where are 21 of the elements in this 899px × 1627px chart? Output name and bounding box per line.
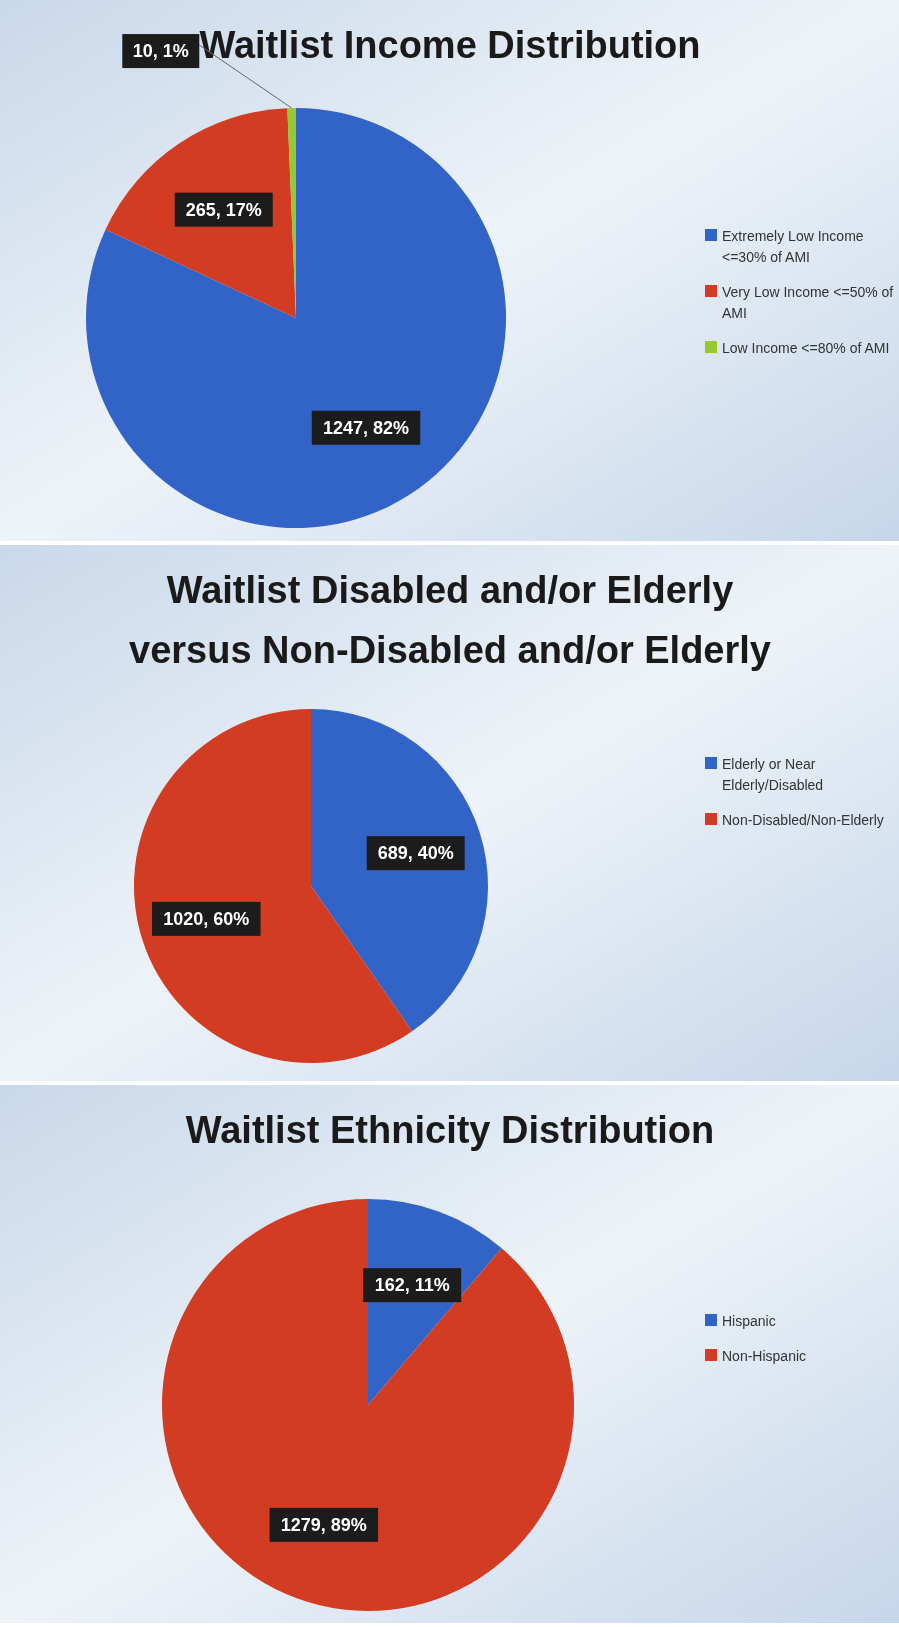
chart-title: Waitlist Ethnicity Distribution [185,1109,715,1151]
data-label: 1247, 82% [322,417,410,438]
legend-label: Elderly or Near Elderly/Disabled [722,756,824,793]
pie-slice [311,709,488,1032]
data-label: 265, 17% [185,199,262,220]
legend-label: Low Income <=80% of AMI [722,340,890,356]
chart-title: Waitlist Disabled and/or Elderly versus Non-Disabled and/or Elderly [129,569,771,671]
data-label: 10, 1% [132,41,189,62]
data-label: 162, 11% [374,1275,450,1296]
pie-slice [134,709,413,1063]
legend-label: Non-Hispanic [722,1348,807,1364]
legend-label: Hispanic [722,1313,776,1329]
data-label: 1020, 60% [163,908,250,929]
legend-label: Very Low Income <=50% of AMI [722,284,894,321]
chart-title: Waitlist Income Distribution [199,24,701,66]
pie-slice [86,108,506,528]
data-label: 689, 40% [377,843,454,864]
legend-label: Extremely Low Income <=30% of AMI [722,228,864,265]
data-label: 1279, 89% [280,1514,367,1535]
legend-label: Non-Disabled/Non-Elderly [722,812,884,828]
pie-slice [162,1199,574,1611]
